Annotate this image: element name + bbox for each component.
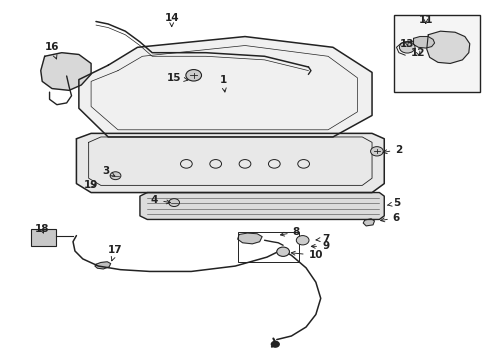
- Bar: [394, 15, 480, 92]
- Polygon shape: [41, 53, 91, 90]
- Circle shape: [370, 147, 383, 156]
- Text: 13: 13: [400, 39, 415, 49]
- Text: 19: 19: [84, 180, 98, 190]
- Text: 12: 12: [411, 48, 426, 58]
- Text: 11: 11: [418, 15, 433, 26]
- Circle shape: [271, 341, 279, 347]
- Text: 1: 1: [220, 75, 227, 92]
- Text: 7: 7: [316, 234, 329, 244]
- Circle shape: [277, 247, 290, 256]
- Bar: [238, 232, 299, 262]
- Text: 2: 2: [383, 144, 403, 154]
- Polygon shape: [427, 31, 470, 63]
- Polygon shape: [79, 37, 372, 137]
- Polygon shape: [363, 219, 374, 226]
- Circle shape: [169, 199, 179, 207]
- Text: 14: 14: [165, 13, 179, 27]
- Text: 18: 18: [35, 225, 49, 234]
- Circle shape: [110, 172, 121, 180]
- Text: 10: 10: [291, 250, 323, 260]
- Text: 3: 3: [102, 166, 115, 176]
- Polygon shape: [95, 262, 111, 269]
- Polygon shape: [414, 37, 435, 48]
- Text: 9: 9: [311, 241, 329, 251]
- Polygon shape: [76, 134, 384, 193]
- Text: 8: 8: [280, 227, 300, 237]
- Circle shape: [296, 235, 309, 245]
- Bar: [31, 229, 56, 246]
- Circle shape: [399, 41, 415, 53]
- Text: 6: 6: [381, 213, 400, 222]
- Text: 4: 4: [151, 195, 171, 205]
- Text: 16: 16: [45, 42, 59, 59]
- Text: 5: 5: [387, 198, 400, 208]
- Text: 15: 15: [167, 73, 188, 83]
- Polygon shape: [238, 233, 262, 244]
- Polygon shape: [140, 193, 384, 220]
- Text: 17: 17: [108, 245, 123, 261]
- Circle shape: [186, 69, 201, 81]
